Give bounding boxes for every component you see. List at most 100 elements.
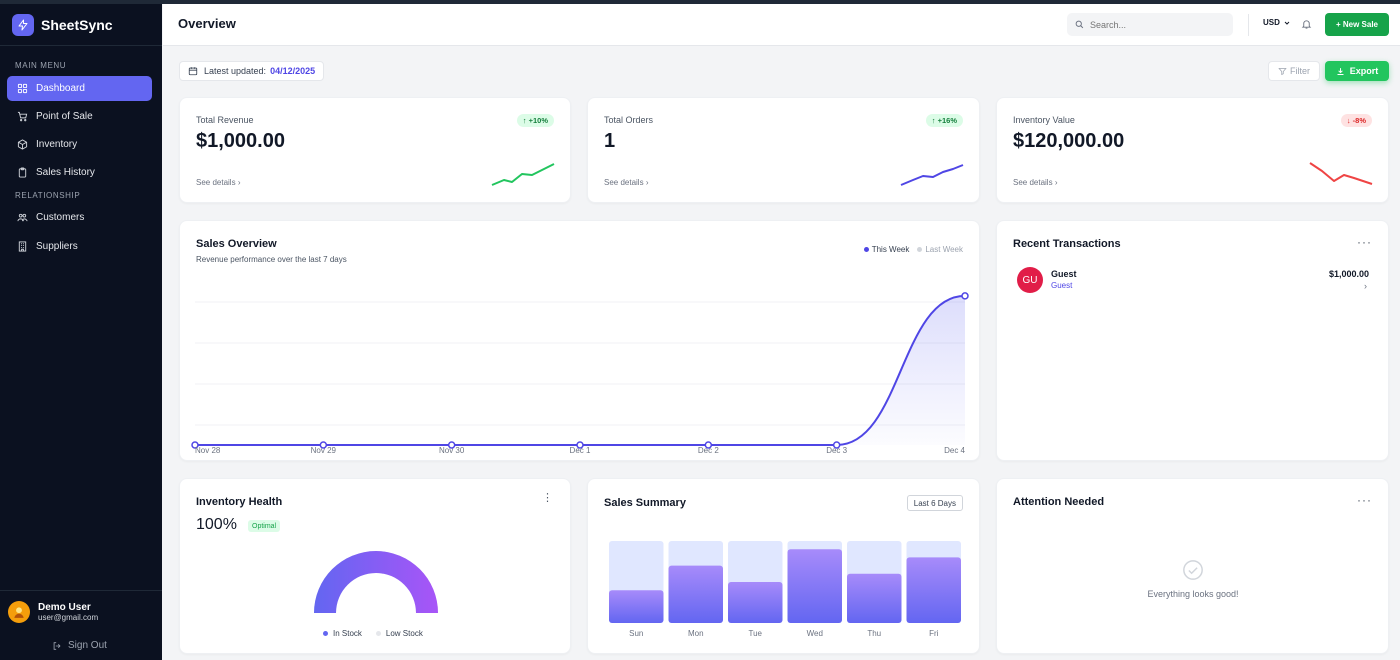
customer-type: Guest (1051, 281, 1073, 290)
see-details-link[interactable]: See details › (604, 178, 649, 187)
currency-selector[interactable]: USD (1263, 18, 1291, 27)
more-vertical-icon[interactable]: ⋮ (542, 492, 554, 504)
sales-overview-chart: Nov 28 Nov 29 Nov 30 Dec 1 Dec 2 Dec 3 Dec 4 (191, 292, 969, 455)
more-options-icon[interactable]: ··· (1357, 235, 1372, 249)
legend-last-week[interactable]: Last Week (917, 245, 963, 254)
x-tick-label: Mon (688, 629, 704, 638)
stat-label: Inventory Value (1013, 115, 1075, 125)
stat-label: Total Revenue (196, 115, 254, 125)
sales-summary-title: Sales Summary (604, 497, 686, 509)
bar[interactable] (668, 565, 724, 623)
data-point[interactable] (832, 441, 841, 449)
sidebar-item-label: Point of Sale (36, 111, 93, 122)
orders-sparkline (900, 164, 964, 186)
legend-low-stock: Low Stock (375, 629, 423, 638)
x-tick-label: Sun (629, 629, 643, 638)
bar[interactable] (906, 557, 962, 623)
series-area (195, 295, 965, 445)
data-point[interactable] (447, 441, 456, 449)
stat-label: Total Orders (604, 115, 654, 125)
chevron-right-icon[interactable]: › (1364, 281, 1367, 291)
stat-card-revenue: Total Revenue $1,000.00 ↑ +10% See detai… (179, 97, 571, 203)
sidebar-item-label: Dashboard (36, 83, 85, 94)
new-sale-button[interactable]: + New Sale (1325, 13, 1389, 36)
attention-message: Everything looks good! (1147, 589, 1239, 599)
stat-card-inventory: Inventory Value $120,000.00 ↓ -8% See de… (996, 97, 1389, 203)
transaction-row[interactable]: GU Guest Guest $1,000.00 › (1013, 267, 1369, 297)
bar[interactable] (847, 573, 902, 623)
attention-card: Attention Needed ··· Everything looks go… (996, 478, 1389, 654)
chevron-right-icon: › (645, 178, 649, 187)
calendar-icon (188, 66, 198, 76)
sales-overview-title: Sales Overview (196, 238, 277, 250)
see-details-link[interactable]: See details › (1013, 178, 1058, 187)
data-point[interactable] (961, 292, 969, 300)
x-tick-label: Nov 28 (195, 446, 221, 455)
see-details-label: See details (1013, 178, 1053, 187)
sidebar-item-inventory[interactable]: Inventory (7, 132, 152, 157)
sidebar: SheetSync MAIN MENU Dashboard Point of S… (0, 4, 162, 660)
export-button[interactable]: Export (1325, 61, 1389, 81)
customer-name: Guest (1051, 269, 1077, 279)
sidebar-item-label: Sales History (36, 167, 95, 178)
check-circle-icon (1182, 559, 1204, 586)
sales-overview-subtitle: Revenue performance over the last 7 days (196, 255, 347, 264)
chevron-right-icon: › (1054, 178, 1058, 187)
x-tick-label: Dec 3 (826, 446, 847, 455)
revenue-sparkline (491, 163, 555, 186)
bell-icon[interactable] (1301, 17, 1312, 35)
see-details-label: See details (196, 178, 236, 187)
sidebar-item-suppliers[interactable]: Suppliers (7, 234, 152, 259)
legend-label: This Week (871, 245, 910, 254)
customer-avatar: GU (1017, 267, 1043, 293)
x-tick-label: Thu (867, 629, 881, 638)
header-divider (1248, 14, 1249, 36)
grid-icon (16, 83, 28, 95)
legend-this-week[interactable]: This Week (863, 245, 910, 254)
legend-label: Last Week (925, 245, 963, 254)
legend-label: Low Stock (385, 629, 423, 638)
more-options-icon[interactable]: ··· (1357, 493, 1372, 507)
bar[interactable] (787, 549, 843, 623)
sidebar-item-customers[interactable]: Customers (7, 205, 152, 230)
search-box[interactable] (1067, 13, 1233, 36)
user-profile[interactable]: Demo User user@gmail.com (0, 590, 162, 623)
sales-summary-card: Sales Summary Last 6 Days Sun Mon Tue Wed Th… (587, 478, 980, 654)
x-tick-label: Tue (749, 629, 763, 638)
inventory-health-title: Inventory Health (196, 496, 283, 508)
sidebar-item-dashboard[interactable]: Dashboard (7, 76, 152, 101)
gauge-fill-in-stock (314, 551, 438, 613)
bar[interactable] (609, 590, 664, 623)
clipboard-icon (16, 167, 28, 179)
building-icon (16, 241, 28, 253)
stat-value: 1 (604, 130, 616, 152)
updated-date: 04/12/2025 (270, 66, 316, 76)
sign-out-button[interactable]: Sign Out (52, 640, 107, 651)
data-point[interactable] (319, 441, 328, 449)
stat-value: $1,000.00 (196, 130, 285, 152)
main-menu-heading: MAIN MENU (15, 61, 67, 70)
stat-value: $120,000.00 (1013, 130, 1125, 152)
x-tick-label: Dec 4 (944, 446, 965, 455)
filter-button[interactable]: Filter (1268, 61, 1320, 81)
user-email: user@gmail.com (38, 613, 99, 622)
sidebar-item-label: Customers (36, 212, 85, 223)
recent-transactions-card: Recent Transactions ··· GU Guest Guest $… (996, 220, 1389, 461)
legend-label: In Stock (333, 629, 362, 638)
chevron-down-icon (1283, 19, 1291, 27)
see-details-link[interactable]: See details › (196, 178, 241, 187)
health-status-badge: Optimal (248, 520, 281, 532)
brand[interactable]: SheetSync (0, 4, 162, 46)
top-header: Overview USD + New Sale (163, 4, 1400, 46)
data-point[interactable] (191, 441, 199, 449)
sidebar-item-point-of-sale[interactable]: Point of Sale (7, 104, 152, 129)
range-selector[interactable]: Last 6 Days (906, 495, 963, 511)
avatar (8, 601, 30, 623)
sidebar-item-sales-history[interactable]: Sales History (7, 160, 152, 185)
search-input[interactable] (1090, 19, 1220, 30)
window-top-bar (0, 0, 1400, 4)
bar[interactable] (728, 582, 783, 623)
app-name: SheetSync (41, 16, 113, 33)
data-point[interactable] (704, 441, 713, 449)
data-point[interactable] (576, 441, 584, 449)
